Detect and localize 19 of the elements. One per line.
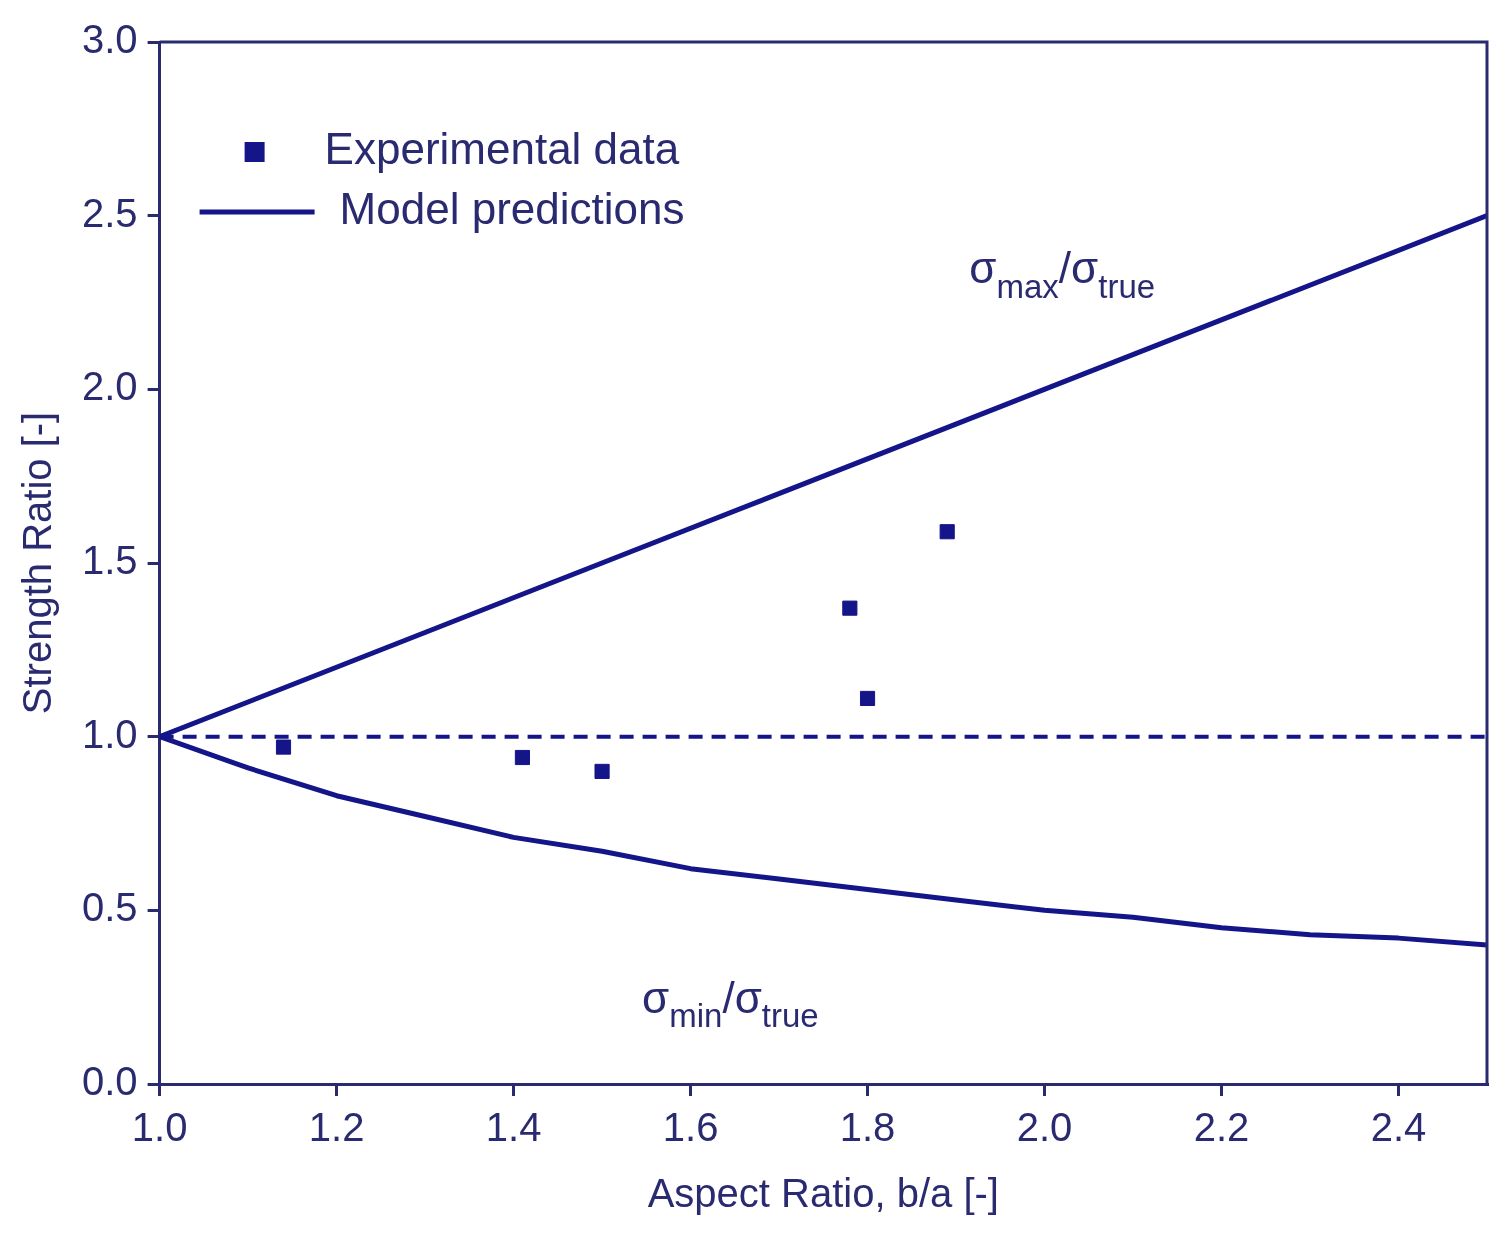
legend-label: Model predictions bbox=[339, 184, 685, 234]
y-tick-label: 0.5 bbox=[82, 885, 138, 930]
y-tick-label: 3.0 bbox=[82, 17, 138, 62]
y-tick-label: 2.0 bbox=[82, 364, 138, 409]
y-tick-label: 1.0 bbox=[82, 711, 138, 756]
x-tick-label: 1.2 bbox=[308, 1105, 365, 1150]
x-tick-label: 1.0 bbox=[131, 1105, 188, 1150]
x-tick-label: 2.0 bbox=[1016, 1105, 1073, 1150]
x-tick-label: 2.2 bbox=[1193, 1105, 1250, 1150]
y-tick-label: 2.5 bbox=[82, 190, 138, 235]
x-tick-label: 2.4 bbox=[1370, 1105, 1427, 1150]
x-axis-title: Aspect Ratio, b/a [-] bbox=[647, 1171, 999, 1216]
legend-label: Experimental data bbox=[324, 124, 680, 174]
x-tick-label: 1.4 bbox=[485, 1105, 542, 1150]
x-tick-label: 1.6 bbox=[662, 1105, 719, 1150]
y-tick-label: 0.0 bbox=[82, 1059, 138, 1104]
y-tick-label: 1.5 bbox=[82, 538, 138, 583]
y-axis-title: Strength Ratio [-] bbox=[15, 411, 60, 715]
x-tick-label: 1.8 bbox=[839, 1105, 896, 1150]
